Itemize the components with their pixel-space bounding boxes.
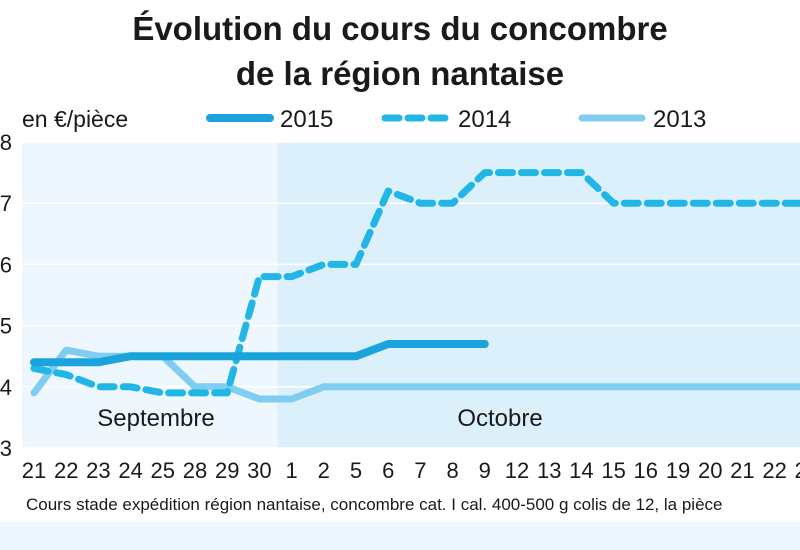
- x-tick-label: 1: [285, 458, 297, 483]
- y-tick-label: 4: [0, 375, 12, 400]
- x-tick-label: 19: [666, 458, 690, 483]
- x-tick-label: 2: [318, 458, 330, 483]
- september-panel: [22, 142, 278, 448]
- y-tick-label: 6: [0, 252, 12, 277]
- series-line-2014: [30, 169, 800, 397]
- y-tick-label: 3: [0, 436, 12, 461]
- x-tick-label: 22: [762, 458, 786, 483]
- legend: 2015 2014 2013: [206, 106, 706, 133]
- series-layer: [30, 169, 800, 403]
- chart-title-line-1: Évolution du cours du concombre: [132, 10, 667, 47]
- legend-label-2015: 2015: [280, 106, 333, 133]
- x-tick-label: 5: [350, 458, 362, 483]
- x-tick-label: 14: [569, 458, 593, 483]
- legend-label-2013: 2013: [653, 106, 706, 133]
- y-unit-label: en €/pièce: [22, 106, 128, 132]
- october-panel: [277, 142, 800, 448]
- y-tick-label: 7: [0, 191, 12, 216]
- month-labels: Septembre Octobre: [97, 405, 542, 432]
- series-line-2015: [30, 340, 489, 367]
- x-tick-label: 20: [698, 458, 722, 483]
- x-tick-label: 23: [86, 458, 110, 483]
- chart-title-line-2: de la région nantaise: [236, 55, 564, 92]
- month-label: Octobre: [457, 405, 542, 432]
- x-tick-label: 15: [601, 458, 625, 483]
- legend-label-2014: 2014: [458, 106, 511, 133]
- y-tick-label: 5: [0, 314, 12, 339]
- x-tick-label: 21: [730, 458, 754, 483]
- source-note: Cours stade expédition région nantaise, …: [26, 495, 722, 514]
- x-tick-label: 12: [505, 458, 529, 483]
- x-tick-label: 23: [795, 458, 800, 483]
- x-tick-label: 29: [215, 458, 239, 483]
- x-tick-label: 28: [183, 458, 207, 483]
- x-tick-label: 21: [22, 458, 46, 483]
- x-tick-label: 13: [537, 458, 561, 483]
- x-tick-label: 16: [634, 458, 658, 483]
- x-tick-label: 25: [151, 458, 175, 483]
- footer-band: [0, 522, 800, 550]
- x-tick-label: 24: [118, 458, 142, 483]
- x-tick-label: 6: [382, 458, 394, 483]
- x-tick-label: 30: [247, 458, 271, 483]
- x-tick-label: 7: [414, 458, 426, 483]
- x-tick-label: 9: [479, 458, 491, 483]
- plot-background: [22, 142, 800, 448]
- y-tick-label: 8: [0, 130, 12, 155]
- x-tick-label: 8: [446, 458, 458, 483]
- x-tick-label: 22: [54, 458, 78, 483]
- month-label: Septembre: [97, 405, 214, 432]
- x-axis-ticks: 21 22 23 24 25 28 29 30 1 2 5 6 7 8 9 12 13 14 15 16 19 20 21 2…: [22, 458, 800, 483]
- y-axis-ticks: 3 4 5 6 7 8: [0, 130, 12, 461]
